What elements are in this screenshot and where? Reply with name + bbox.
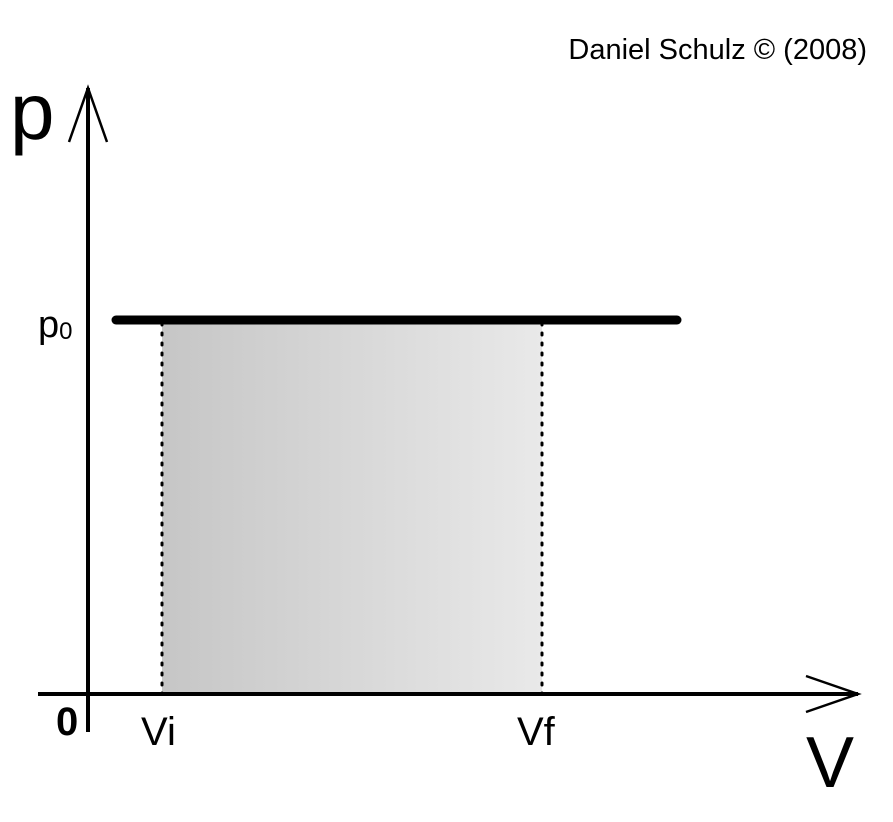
v-axis-label: V xyxy=(806,723,855,803)
v-axis-arrowhead xyxy=(805,674,862,714)
p-axis-label: p xyxy=(10,67,55,156)
vi-label: Vi xyxy=(141,710,176,754)
work-area xyxy=(162,321,542,694)
p0-label-subscript: 0 xyxy=(59,318,73,345)
p0-label-base: p xyxy=(38,304,60,346)
p-axis-arrowhead xyxy=(67,84,109,143)
origin-label: 0 xyxy=(56,700,79,744)
p0-label: p0 xyxy=(38,306,73,344)
credit-text: Daniel Schulz © (2008) xyxy=(568,34,867,66)
vf-label: Vf xyxy=(517,710,555,754)
